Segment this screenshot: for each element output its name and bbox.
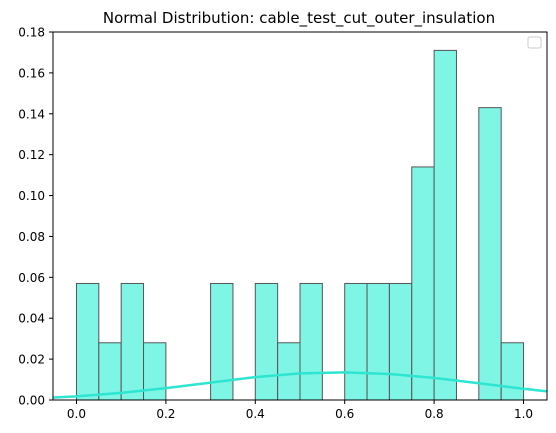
density-curve-layer [52,371,548,399]
y-tick-label: 0.12 [18,148,45,162]
histogram-bar [388,282,413,401]
plot-frame [52,31,548,401]
histogram-bar [500,342,525,401]
x-tick-label: 1.0 [514,407,533,421]
y-tick-label: 0.08 [18,230,45,244]
histogram-bar [366,282,390,401]
legend-box [527,36,542,49]
x-tick-label: 0.0 [67,407,86,421]
y-tick-label: 0.00 [18,394,45,408]
y-tick-label: 0.14 [18,107,45,121]
histogram-bar [120,282,145,401]
x-tick-label: 0.4 [246,407,265,421]
density-curve [52,371,548,399]
y-tick-label: 0.10 [18,189,45,203]
y-tick-label: 0.18 [18,26,45,40]
x-tick-label: 0.6 [335,407,354,421]
histogram-bar [277,342,301,401]
histogram-bar [344,282,368,401]
x-tick-label: 0.2 [156,407,175,421]
y-tick-label: 0.16 [18,66,45,80]
x-tick-label: 0.8 [425,407,444,421]
y-axis: 0.00 0.02 0.04 0.06 0.08 0.10 0.12 0.14 0.16 0.18 [18,26,53,408]
histogram-bar [254,282,279,401]
y-tick-label: 0.04 [18,312,45,326]
histogram-bar [433,49,457,401]
histogram-bar [75,282,100,401]
histogram-bar [478,107,502,401]
histogram-bar [299,282,323,401]
histogram-bars [75,49,525,401]
y-tick-label: 0.02 [18,353,45,367]
y-tick-label: 0.06 [18,271,45,285]
histogram-bar [98,342,122,401]
histogram-bar [411,166,435,401]
histogram-bar [143,342,167,401]
x-axis: 0.0 0.2 0.4 0.6 0.8 1.0 [67,400,533,421]
chart-title: Normal Distribution: cable_test_cut_oute… [103,9,495,28]
